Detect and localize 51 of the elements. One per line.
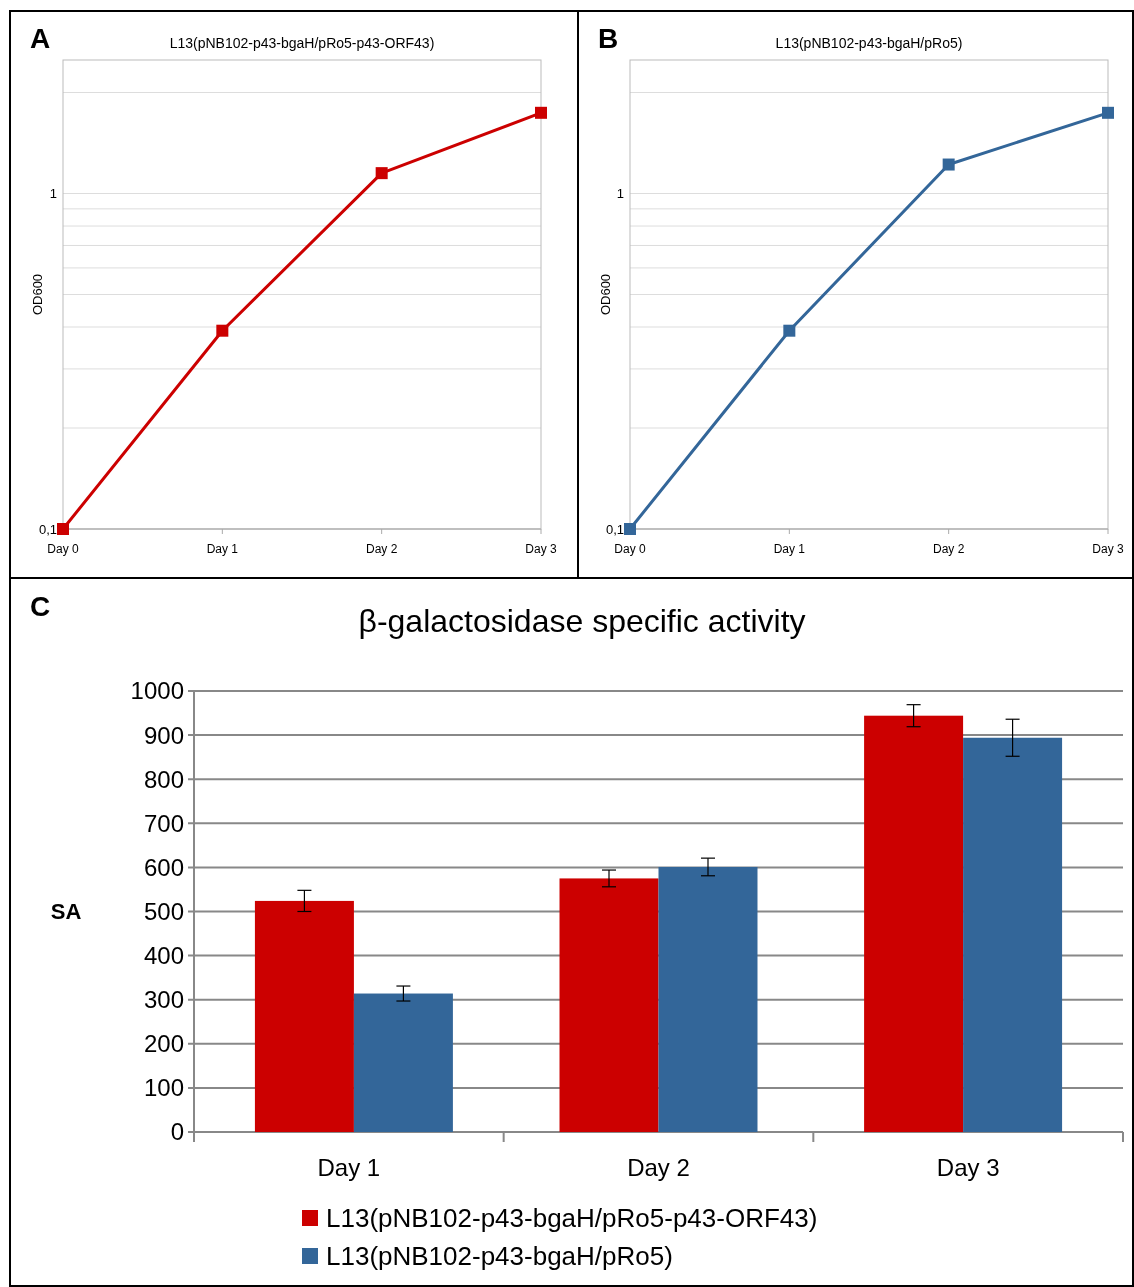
- x-tick-label: Day 3: [1092, 542, 1124, 556]
- y-tick-label: 1: [49, 186, 57, 202]
- bar: [353, 993, 453, 1132]
- text: A: [30, 23, 51, 54]
- y-tick-label: 300: [143, 986, 184, 1014]
- text: B: [598, 23, 619, 54]
- bar: [254, 900, 354, 1132]
- y-tick-label: 1000: [130, 677, 184, 705]
- y-tick-label: 100: [143, 1074, 184, 1102]
- y-axis-title: OD600: [30, 273, 45, 316]
- bar: [963, 737, 1063, 1132]
- y-axis-title: SA: [50, 899, 82, 925]
- point: [535, 106, 547, 119]
- y-axis-title: OD600: [598, 273, 613, 316]
- y-tick-label: 0: [170, 1118, 184, 1146]
- x-tick-label: Day 1: [317, 1154, 381, 1181]
- bar: [658, 866, 758, 1132]
- y-tick-label: 400: [143, 942, 184, 969]
- x-tick-label: Day 1: [206, 542, 239, 556]
- legend-label: L13(pNB102-p43-bgaH/pRo5-p43-ORF43): [326, 1203, 818, 1234]
- x-tick-label: Day 2: [627, 1154, 690, 1181]
- y-tick-label: 200: [143, 1030, 184, 1058]
- bar: [559, 878, 659, 1132]
- x-tick-label: Day 3: [525, 542, 557, 556]
- point: [624, 523, 636, 535]
- y-tick-label: 700: [143, 809, 184, 837]
- x-tick-label: Day 1: [773, 542, 806, 556]
- point: [783, 324, 796, 337]
- point: [216, 324, 229, 337]
- point: [375, 167, 388, 180]
- y-tick-label: 1: [616, 186, 624, 202]
- chart-title: L13(pNB102-p43-bgaH/pRo5): [775, 35, 963, 51]
- x-tick-label: Day 0: [47, 542, 79, 556]
- x-tick-label: Day 2: [365, 542, 398, 556]
- point: [1102, 106, 1114, 119]
- y-tick-label: 0,1: [38, 521, 57, 537]
- y-tick-label: 0,1: [605, 521, 624, 537]
- legend-label: L13(pNB102-p43-bgaH/pRo5): [326, 1241, 673, 1272]
- y-tick-label: 900: [143, 721, 184, 749]
- point: [57, 523, 69, 535]
- chart-title: β-galactosidase specific activity: [358, 603, 806, 639]
- x-tick-label: Day 0: [614, 542, 646, 556]
- point: [942, 158, 955, 171]
- chart-title: L13(pNB102-p43-bgaH/pRo5-p43-ORF43): [169, 35, 435, 51]
- y-tick-label: 500: [143, 897, 184, 925]
- x-tick-label: Day 2: [932, 542, 965, 556]
- y-tick-label: 600: [143, 853, 184, 881]
- text: C: [30, 591, 51, 622]
- x-tick-label: Day 3: [936, 1154, 1000, 1181]
- bar: [864, 715, 964, 1132]
- y-tick-label: 800: [143, 765, 184, 793]
